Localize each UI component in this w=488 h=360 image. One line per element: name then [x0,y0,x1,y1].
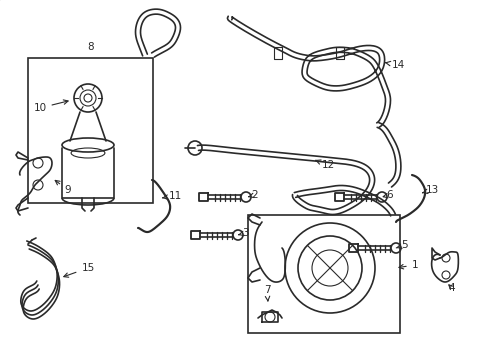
Text: 1: 1 [398,260,417,270]
Text: 2: 2 [248,190,258,200]
Text: 3: 3 [238,228,248,238]
Text: 14: 14 [385,60,404,70]
Text: 4: 4 [448,283,454,293]
Text: 8: 8 [87,42,94,52]
Text: 11: 11 [163,191,181,201]
Text: 5: 5 [395,240,407,250]
Text: 13: 13 [422,185,438,195]
Text: 9: 9 [55,180,71,195]
Bar [28,58,153,203]
Text: 7: 7 [263,285,270,301]
Bar [247,215,399,333]
Text: 15: 15 [63,263,95,277]
Text: 10: 10 [33,100,68,113]
Text: 6: 6 [383,190,392,200]
Text: 12: 12 [315,160,334,170]
